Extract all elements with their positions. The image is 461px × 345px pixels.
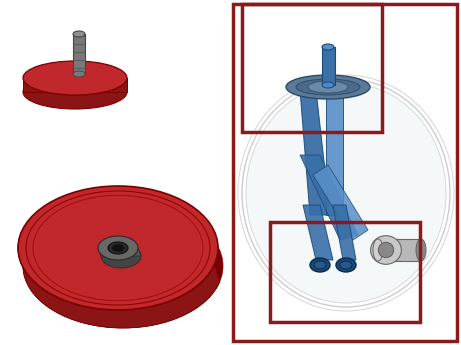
Polygon shape (313, 165, 368, 240)
Ellipse shape (322, 44, 334, 50)
Ellipse shape (33, 195, 203, 301)
Ellipse shape (314, 261, 326, 269)
Ellipse shape (336, 258, 356, 272)
Polygon shape (326, 90, 343, 215)
Ellipse shape (416, 239, 426, 261)
Ellipse shape (371, 236, 402, 264)
Bar (242, 4, 382, 132)
Ellipse shape (310, 258, 330, 272)
Ellipse shape (246, 83, 446, 303)
Ellipse shape (18, 186, 218, 310)
Polygon shape (333, 205, 356, 260)
Ellipse shape (23, 61, 127, 95)
Ellipse shape (108, 242, 128, 254)
Ellipse shape (340, 261, 352, 269)
Polygon shape (18, 232, 219, 328)
Bar (322, 47, 335, 85)
Ellipse shape (308, 81, 348, 93)
Ellipse shape (378, 242, 394, 258)
Polygon shape (378, 239, 421, 261)
Ellipse shape (322, 82, 334, 88)
Polygon shape (23, 78, 127, 92)
Ellipse shape (112, 245, 124, 252)
Ellipse shape (23, 204, 223, 328)
Polygon shape (303, 205, 333, 260)
Polygon shape (300, 90, 330, 215)
Bar (233, 4, 457, 341)
Ellipse shape (286, 75, 370, 99)
Ellipse shape (373, 239, 383, 261)
Polygon shape (98, 248, 141, 256)
Bar (270, 222, 420, 322)
Ellipse shape (73, 71, 85, 77)
Ellipse shape (296, 79, 360, 95)
Polygon shape (300, 155, 358, 240)
Ellipse shape (98, 236, 138, 260)
Polygon shape (73, 34, 85, 74)
Ellipse shape (73, 31, 85, 37)
Ellipse shape (26, 191, 210, 305)
Ellipse shape (101, 244, 141, 268)
Ellipse shape (23, 75, 127, 109)
